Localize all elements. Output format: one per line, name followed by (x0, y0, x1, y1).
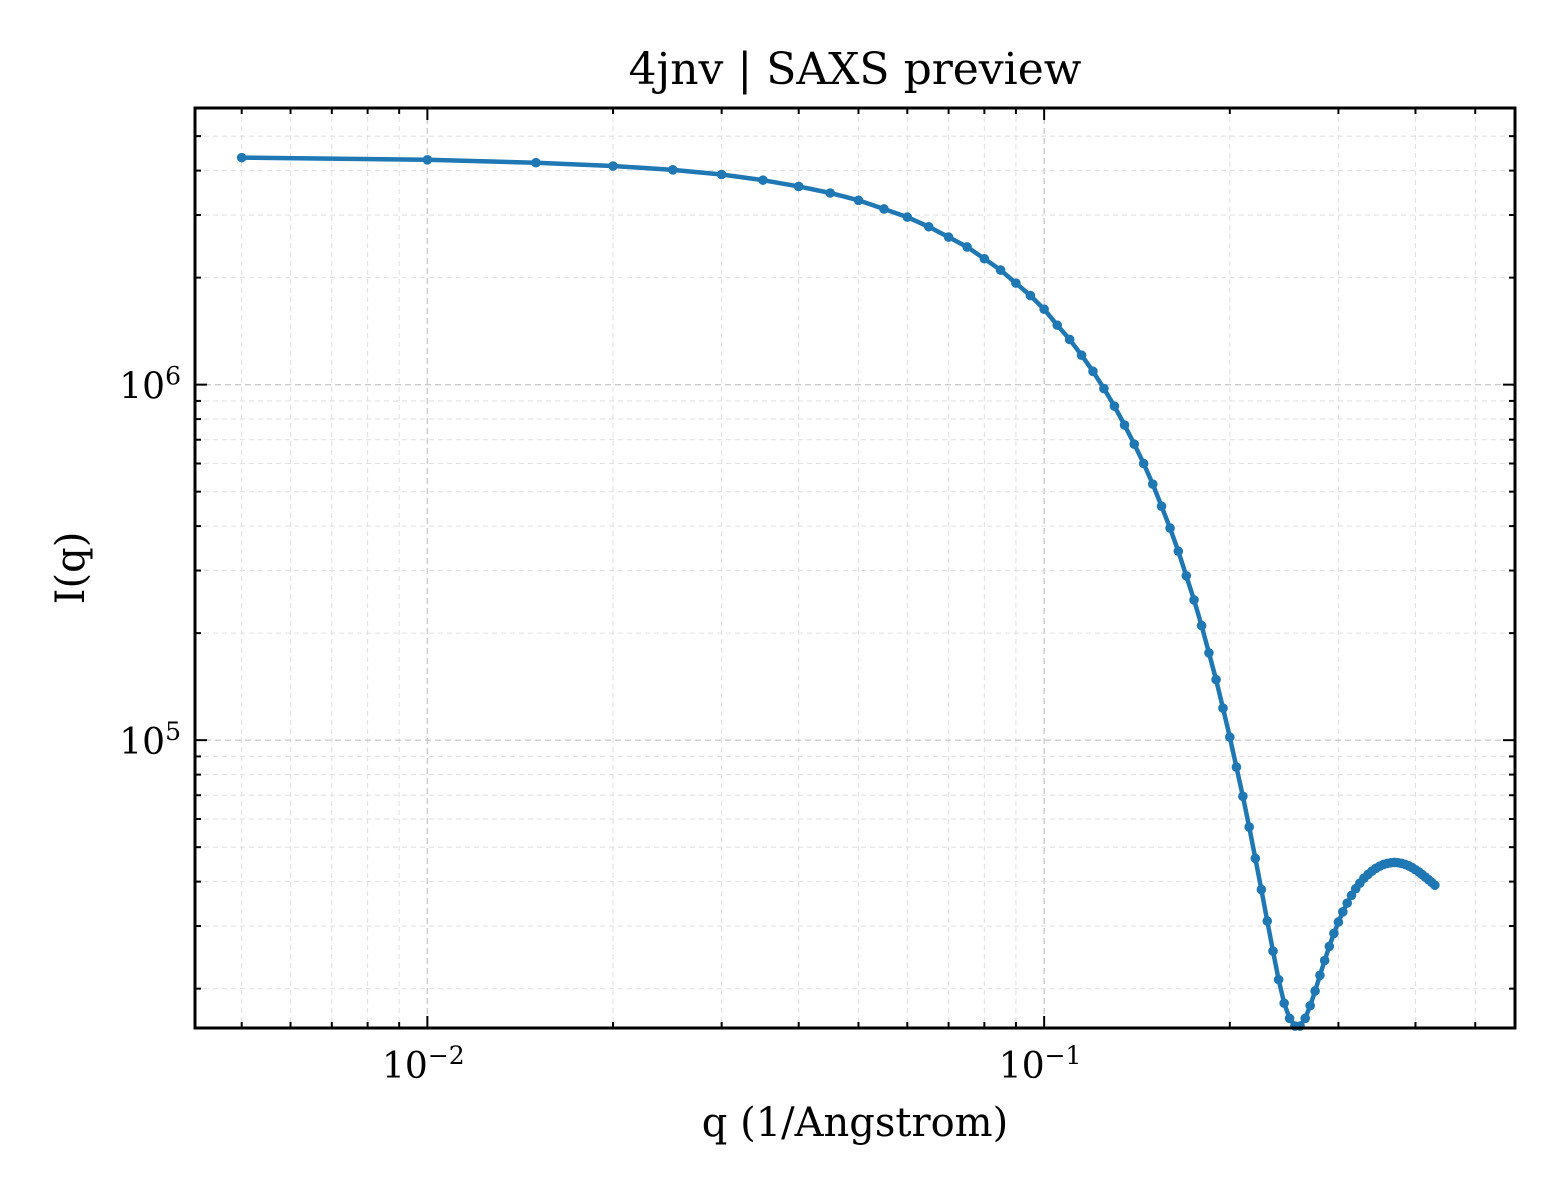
data-point (1088, 366, 1098, 377)
data-point (758, 175, 768, 185)
data-point (422, 155, 433, 165)
data-point (1138, 458, 1149, 469)
data-point (1324, 941, 1335, 952)
data-point (1196, 620, 1207, 631)
y-tick-label: 105 (119, 717, 181, 763)
data-point (1129, 439, 1140, 449)
data-point (1262, 916, 1273, 926)
data-point (236, 152, 247, 163)
data-point (716, 169, 727, 180)
data-point (793, 181, 804, 192)
data-point (1430, 880, 1440, 890)
data-point (943, 232, 954, 242)
chart-title: 4jnv | SAXS preview (629, 44, 1082, 95)
data-point (923, 221, 934, 232)
data-point (608, 161, 618, 171)
x-axis-label: q (1/Angstrom) (702, 1100, 1008, 1146)
data-point (1225, 732, 1235, 742)
data-point (1052, 320, 1063, 330)
y-tick-label: 106 (119, 362, 181, 408)
data-point (1268, 946, 1278, 956)
data-point (902, 212, 913, 222)
data-point (1076, 350, 1087, 361)
data-point (879, 204, 889, 214)
x-tick-labels: 10−2 10−1 (382, 1041, 1081, 1087)
data-point (1211, 674, 1221, 685)
data-point (1244, 822, 1254, 832)
data-point (1305, 1000, 1315, 1011)
data-point (1256, 884, 1267, 895)
data-point (1333, 917, 1344, 927)
data-point (1218, 703, 1228, 713)
data-point (1273, 974, 1284, 985)
data-point (1319, 955, 1330, 966)
data-point (853, 195, 864, 206)
data-point (1238, 791, 1248, 802)
data-point (1165, 523, 1175, 533)
data-point (1284, 1013, 1295, 1024)
data-point (1315, 970, 1325, 981)
data-point (1204, 648, 1214, 658)
data-point (1039, 304, 1049, 315)
data-point (1109, 401, 1120, 411)
data-point (1099, 383, 1109, 394)
data-point (1329, 928, 1339, 939)
data-point (1011, 278, 1021, 288)
data-point (1342, 898, 1352, 908)
data-point (1300, 1013, 1310, 1024)
data-point (1025, 290, 1036, 301)
data-point (1189, 595, 1199, 605)
data-point (531, 157, 541, 168)
y-tick-labels: 105 106 (119, 362, 181, 764)
data-point (1156, 501, 1167, 512)
data-point (668, 165, 678, 175)
y-axis-label: I(q) (48, 532, 94, 605)
data-point (1279, 998, 1289, 1009)
data-point (1231, 762, 1242, 772)
data-point (995, 265, 1006, 275)
x-tick-label: 10−1 (999, 1041, 1082, 1087)
series-markers (236, 152, 1440, 1031)
data-point (825, 188, 836, 198)
data-point (1310, 986, 1320, 996)
data-point (1250, 853, 1261, 864)
grid (195, 107, 1515, 1028)
data-point (1147, 479, 1158, 489)
series-group (236, 152, 1440, 1031)
data-point (1338, 907, 1348, 917)
data-point (1173, 546, 1184, 557)
x-tick-label: 10−2 (382, 1041, 465, 1087)
data-point (1181, 570, 1192, 581)
plot-frame (193, 106, 1517, 1030)
data-point (1064, 334, 1075, 345)
data-point (979, 253, 990, 264)
data-point (962, 242, 972, 252)
data-point (1119, 420, 1130, 430)
